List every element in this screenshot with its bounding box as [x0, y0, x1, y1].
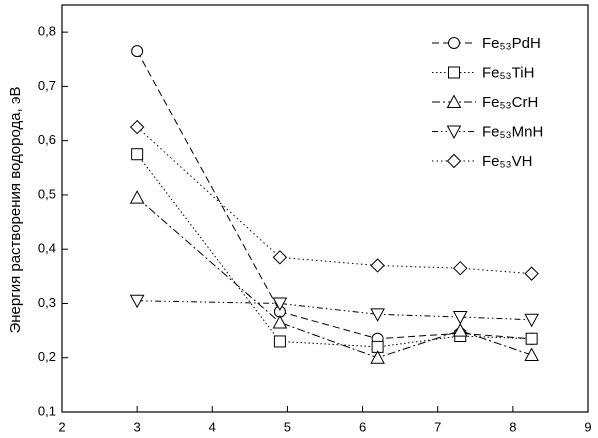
x-tick-label: 9 [584, 419, 591, 434]
legend-label: Fe₅₃VH [482, 153, 533, 170]
marker [131, 45, 144, 58]
y-tick-label: 0,2 [38, 349, 56, 364]
marker [524, 313, 539, 328]
marker [129, 190, 145, 204]
marker [448, 66, 460, 79]
marker [272, 314, 288, 329]
marker [452, 323, 468, 337]
x-tick-label: 4 [209, 419, 216, 434]
marker [448, 37, 460, 49]
y-axis-label: Энергия растворения водорода, эВ [7, 86, 24, 333]
series-line [136, 153, 532, 348]
x-tick-label: 8 [509, 419, 516, 434]
marker [525, 332, 538, 345]
marker [524, 266, 539, 281]
legend-label: Fe₅₃TiH [482, 64, 534, 81]
x-tick-label: 2 [58, 419, 65, 434]
marker [446, 125, 462, 140]
plot-frame [61, 4, 589, 413]
marker [129, 119, 145, 135]
marker [129, 294, 145, 309]
x-tick-label: 7 [434, 419, 441, 434]
series-line [136, 197, 532, 359]
series-line [136, 50, 532, 340]
x-tick-label: 5 [284, 419, 291, 434]
series-line [137, 300, 532, 321]
marker [453, 260, 468, 276]
marker [131, 148, 144, 161]
series-line [136, 126, 532, 275]
marker [272, 250, 288, 265]
x-tick-label: 6 [359, 419, 366, 434]
legend-label: Fe₅₃MnH [482, 123, 543, 140]
marker [272, 297, 288, 312]
marker [273, 335, 286, 348]
marker [370, 350, 385, 364]
marker [452, 311, 468, 325]
y-tick-label: 0,6 [38, 132, 56, 147]
y-tick-label: 0,1 [38, 403, 56, 418]
marker [446, 94, 462, 108]
marker [370, 258, 385, 273]
legend-label: Fe₅₃CrH [482, 94, 538, 111]
legend-label: Fe₅₃PdH [482, 35, 541, 52]
y-tick-label: 0,7 [38, 78, 56, 93]
y-tick-label: 0,8 [38, 24, 56, 39]
y-tick-label: 0,3 [38, 295, 56, 310]
marker [370, 308, 385, 322]
y-tick-label: 0,4 [38, 241, 56, 256]
marker [446, 153, 462, 169]
x-tick-label: 3 [134, 419, 141, 434]
marker [524, 347, 539, 362]
y-tick-label: 0,5 [38, 186, 56, 201]
